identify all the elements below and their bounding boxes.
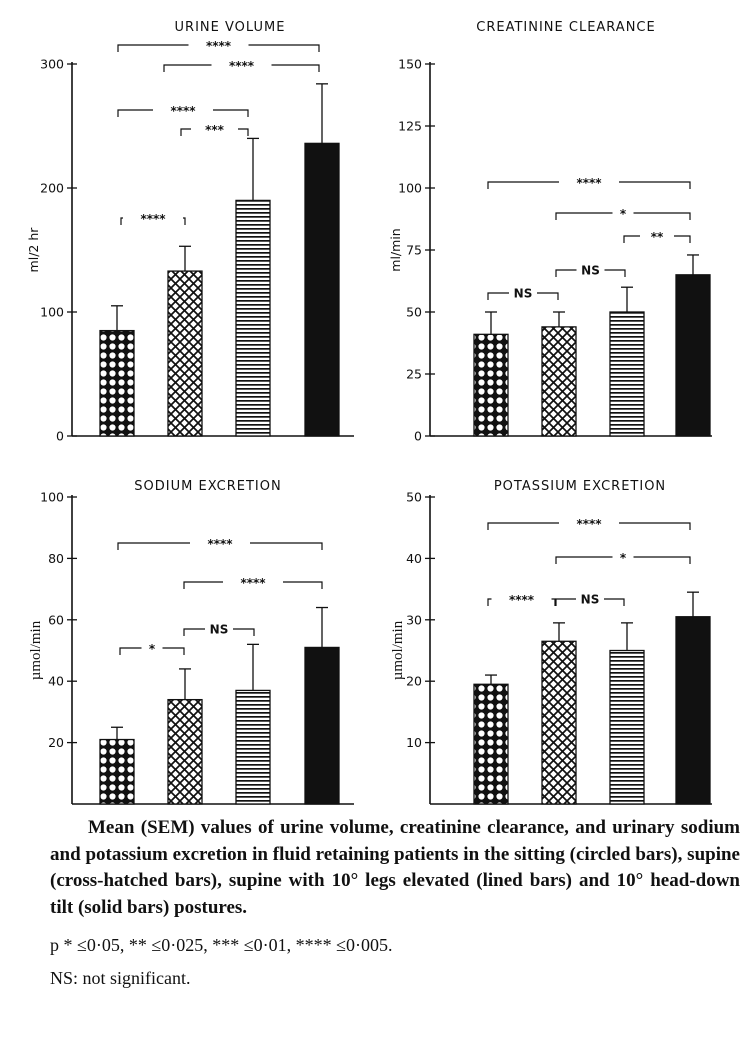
y-tick-label: 0 bbox=[56, 429, 64, 444]
significance-bracket bbox=[487, 181, 691, 189]
chart-title: POTASSIUM EXCRETION bbox=[494, 479, 666, 494]
significance-label: NS bbox=[581, 593, 600, 607]
y-tick-label: 20 bbox=[48, 735, 64, 750]
y-tick-label: 0 bbox=[414, 429, 422, 444]
significance-label: **** bbox=[170, 104, 196, 118]
significance-label: *** bbox=[205, 123, 225, 137]
significance-bracket bbox=[117, 542, 323, 550]
significance-legend: p * ≤0·05, ** ≤0·025, *** ≤0·01, **** ≤0… bbox=[50, 935, 393, 955]
y-tick-label: 25 bbox=[406, 367, 422, 382]
significance-label: **** bbox=[140, 212, 166, 226]
significance-bracket bbox=[120, 217, 186, 225]
significance-bracket bbox=[555, 598, 625, 606]
chart-panel-2: CREATININE CLEARANCE 0 25 50 75 100 125 150 ml/m… bbox=[388, 20, 712, 444]
bar-head-down-tilt bbox=[304, 646, 340, 805]
chart-panel-3: SODIUM EXCRETION 20 40 60 80 100 µmol/min * NS **… bbox=[28, 479, 354, 805]
significance-label: NS bbox=[210, 623, 229, 637]
significance-bracket bbox=[183, 581, 323, 589]
figure-caption: Mean (SEM) values of urine volume, creat… bbox=[50, 817, 740, 918]
y-tick-label: 125 bbox=[398, 119, 422, 134]
significance-bracket bbox=[623, 235, 691, 243]
bar-head-down-tilt bbox=[675, 616, 711, 805]
y-tick-label: 100 bbox=[40, 490, 64, 505]
significance-bracket bbox=[487, 598, 556, 606]
bar-supine bbox=[541, 326, 577, 437]
y-axis-label: µmol/min bbox=[390, 620, 406, 680]
significance-label: **** bbox=[576, 176, 602, 190]
significance-label: NS bbox=[514, 287, 533, 301]
significance-bracket bbox=[183, 628, 255, 636]
y-axis-label: µmol/min bbox=[28, 620, 44, 680]
y-tick-label: 30 bbox=[406, 612, 422, 627]
y-tick-label: 75 bbox=[406, 243, 422, 258]
y-tick-label: 100 bbox=[40, 305, 64, 320]
significance-label: **** bbox=[229, 59, 255, 73]
y-tick-label: 80 bbox=[48, 551, 64, 566]
y-tick-label: 300 bbox=[40, 57, 64, 72]
significance-label: **** bbox=[240, 576, 266, 590]
y-axis-label: ml/2 hr bbox=[26, 227, 41, 273]
y-tick-label: 10 bbox=[406, 735, 422, 750]
significance-label: * bbox=[149, 642, 156, 656]
bar-sitting bbox=[99, 738, 135, 805]
significance-bracket bbox=[117, 109, 249, 117]
y-tick-label: 20 bbox=[406, 674, 422, 689]
bar-sitting bbox=[473, 683, 509, 805]
significance-label: **** bbox=[576, 517, 602, 531]
y-tick-label: 100 bbox=[398, 181, 422, 196]
significance-label: **** bbox=[206, 39, 232, 53]
significance-label: **** bbox=[207, 537, 233, 551]
chart-title: SODIUM EXCRETION bbox=[134, 479, 281, 494]
significance-label: * bbox=[620, 207, 627, 221]
bar-supine bbox=[541, 640, 577, 805]
significance-bracket bbox=[117, 44, 320, 52]
significance-bracket bbox=[119, 647, 185, 655]
significance-bracket bbox=[555, 556, 691, 564]
y-tick-label: 40 bbox=[406, 551, 422, 566]
bar-sitting bbox=[473, 333, 509, 437]
ns-note: NS: not significant. bbox=[50, 968, 191, 988]
significance-bracket bbox=[180, 128, 249, 136]
bar-supine bbox=[167, 270, 203, 437]
bar-head-down-tilt bbox=[675, 274, 711, 437]
chart-title: CREATININE CLEARANCE bbox=[476, 20, 655, 35]
bar-legs-elevated bbox=[235, 199, 271, 437]
chart-panel-4: POTASSIUM EXCRETION1020304050µmol/min***… bbox=[390, 479, 712, 805]
significance-bracket bbox=[487, 522, 691, 530]
y-tick-label: 50 bbox=[406, 305, 422, 320]
bar-supine bbox=[167, 698, 203, 805]
significance-bracket bbox=[487, 292, 559, 300]
significance-label: ** bbox=[651, 230, 664, 244]
significance-bracket bbox=[555, 212, 691, 220]
y-tick-label: 150 bbox=[398, 57, 422, 72]
y-tick-label: 200 bbox=[40, 181, 64, 196]
chart-title: URINE VOLUME bbox=[175, 20, 286, 35]
bar-sitting bbox=[99, 329, 135, 437]
bar-legs-elevated bbox=[609, 311, 645, 437]
significance-label: **** bbox=[509, 593, 535, 607]
y-tick-label: 50 bbox=[406, 490, 422, 505]
y-tick-label: 60 bbox=[48, 612, 64, 627]
bar-legs-elevated bbox=[235, 689, 271, 805]
significance-label: * bbox=[620, 551, 627, 565]
bar-head-down-tilt bbox=[304, 142, 340, 437]
significance-bracket bbox=[163, 64, 320, 72]
significance-label: NS bbox=[581, 264, 600, 278]
significance-bracket bbox=[555, 269, 626, 277]
bar-legs-elevated bbox=[609, 649, 645, 805]
y-tick-label: 40 bbox=[48, 674, 64, 689]
y-axis-label: ml/min bbox=[388, 228, 403, 271]
